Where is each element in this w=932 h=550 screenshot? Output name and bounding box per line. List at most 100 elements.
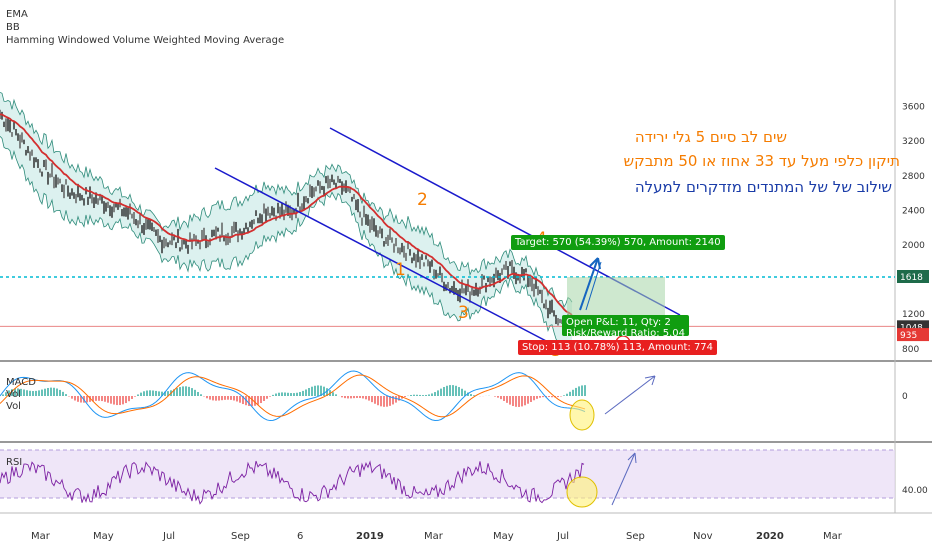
macd-bar [581,385,583,396]
annotation-hebrew-2: תיקון כלפי מעל עד 33 אחוז או 50 מתבקש [623,152,900,170]
legend-macd[interactable]: MACD [6,377,36,388]
macd-bar [65,394,67,396]
macd-bar [122,396,124,405]
legend-rsi[interactable]: RSI [6,457,23,468]
macd-bar [71,396,73,399]
time-tick-4: 6 [297,531,303,542]
time-tick-2: Jul [162,531,175,542]
macd-highlight [569,399,595,431]
ema-line [0,113,573,316]
macd-bar [428,394,430,396]
price-tag-bg-935 [897,328,929,342]
macd-bar [506,396,508,403]
macd-bar [50,387,52,396]
macd-bar [158,391,160,396]
macd-bar [551,396,553,398]
rsi-band [0,450,895,498]
macd-bar [248,396,250,406]
macd-bar [110,396,112,404]
macd-bar [461,388,463,396]
legend-vol-1[interactable]: Vol [6,389,21,400]
macd-bar [95,396,97,401]
macd-bar [437,390,439,396]
time-tick-7: May [493,531,514,542]
macd-bar [44,388,46,396]
macd-bar [500,396,502,400]
macd-bar [164,391,166,396]
macd-bar [86,396,88,403]
macd-bar [182,386,184,396]
macd-bar [152,390,154,396]
arrow-main [579,257,599,311]
macd-bar [290,393,292,396]
macd-bar [2,394,4,396]
macd-bar [314,385,316,396]
macd-bar [440,388,442,396]
macd-bar [266,396,268,399]
rr-label: Risk/Reward Ratio: 5.04 [566,328,686,336]
wave-label-1: 1 [395,260,406,280]
macd-bar [350,396,352,399]
macd-bar [377,396,379,406]
time-tick-6: Mar [424,531,444,542]
macd-bar [8,390,10,396]
macd-line [0,370,586,422]
macd-bar [56,388,58,396]
macd-bar [176,388,178,396]
macd-bar [518,396,520,407]
stop-label[interactable]: Stop: 113 (10.78%) 113, Amount: 774 [518,340,718,355]
macd-bar [512,396,514,406]
macd-bar [341,396,343,398]
macd-bar [209,396,211,400]
legend-ema[interactable]: EMA [6,9,28,20]
macd-bar [326,388,328,396]
macd-bar [140,392,142,396]
rsi-tick-0: 40.00 [902,486,928,496]
macd-bar [137,394,139,396]
macd-bar [398,396,400,401]
macd-bar [113,396,115,405]
time-tick-0: Mar [31,531,51,542]
macd-bar [173,389,175,396]
macd-bar [320,385,322,396]
macd-bar [368,396,370,401]
macd-bar [233,396,235,401]
macd-bar [356,396,358,398]
legend-hwvwma[interactable]: Hamming Windowed Volume Weighted Moving … [6,35,285,46]
macd-bar [458,387,460,396]
macd-bar [353,396,355,399]
macd-bar [47,387,49,396]
macd-bar [557,396,559,398]
rsi-line [0,460,585,505]
macd-bar [416,394,418,396]
annotation-hebrew-3: שילוב של של המתנדים מזדקרים למעלה [634,178,892,196]
legend-vol-2[interactable]: Vol [6,401,21,412]
macd-bar [185,386,187,396]
macd-bar [335,394,337,396]
target-label[interactable]: Target: 570 (54.39%) 570, Amount: 2140 [511,235,725,250]
macd-bar [548,396,550,398]
macd-bar [344,396,346,399]
macd-bar [167,391,169,396]
macd-bar [131,396,133,399]
macd-bar [80,396,82,403]
macd-bar [374,396,376,404]
bollinger-upper [0,91,573,308]
macd-bar [62,391,64,396]
macd-bar [386,396,388,407]
macd-bar [98,396,100,401]
legend-bb[interactable]: BB [6,22,20,33]
macd-bar [389,396,391,406]
macd-bar [542,396,544,398]
pnl-box[interactable]: Open P&L: 11, Qty: 2 Risk/Reward Ratio: … [562,315,690,336]
macd-bar [23,389,25,396]
wave-label-3: 3 [458,303,469,323]
price-tick-3600: 3600 [902,103,925,113]
macd-bar [452,385,454,396]
macd-bar [38,390,40,396]
arrow-main-2 [585,261,602,311]
macd-bar [521,396,523,407]
macd-bar [236,396,238,402]
